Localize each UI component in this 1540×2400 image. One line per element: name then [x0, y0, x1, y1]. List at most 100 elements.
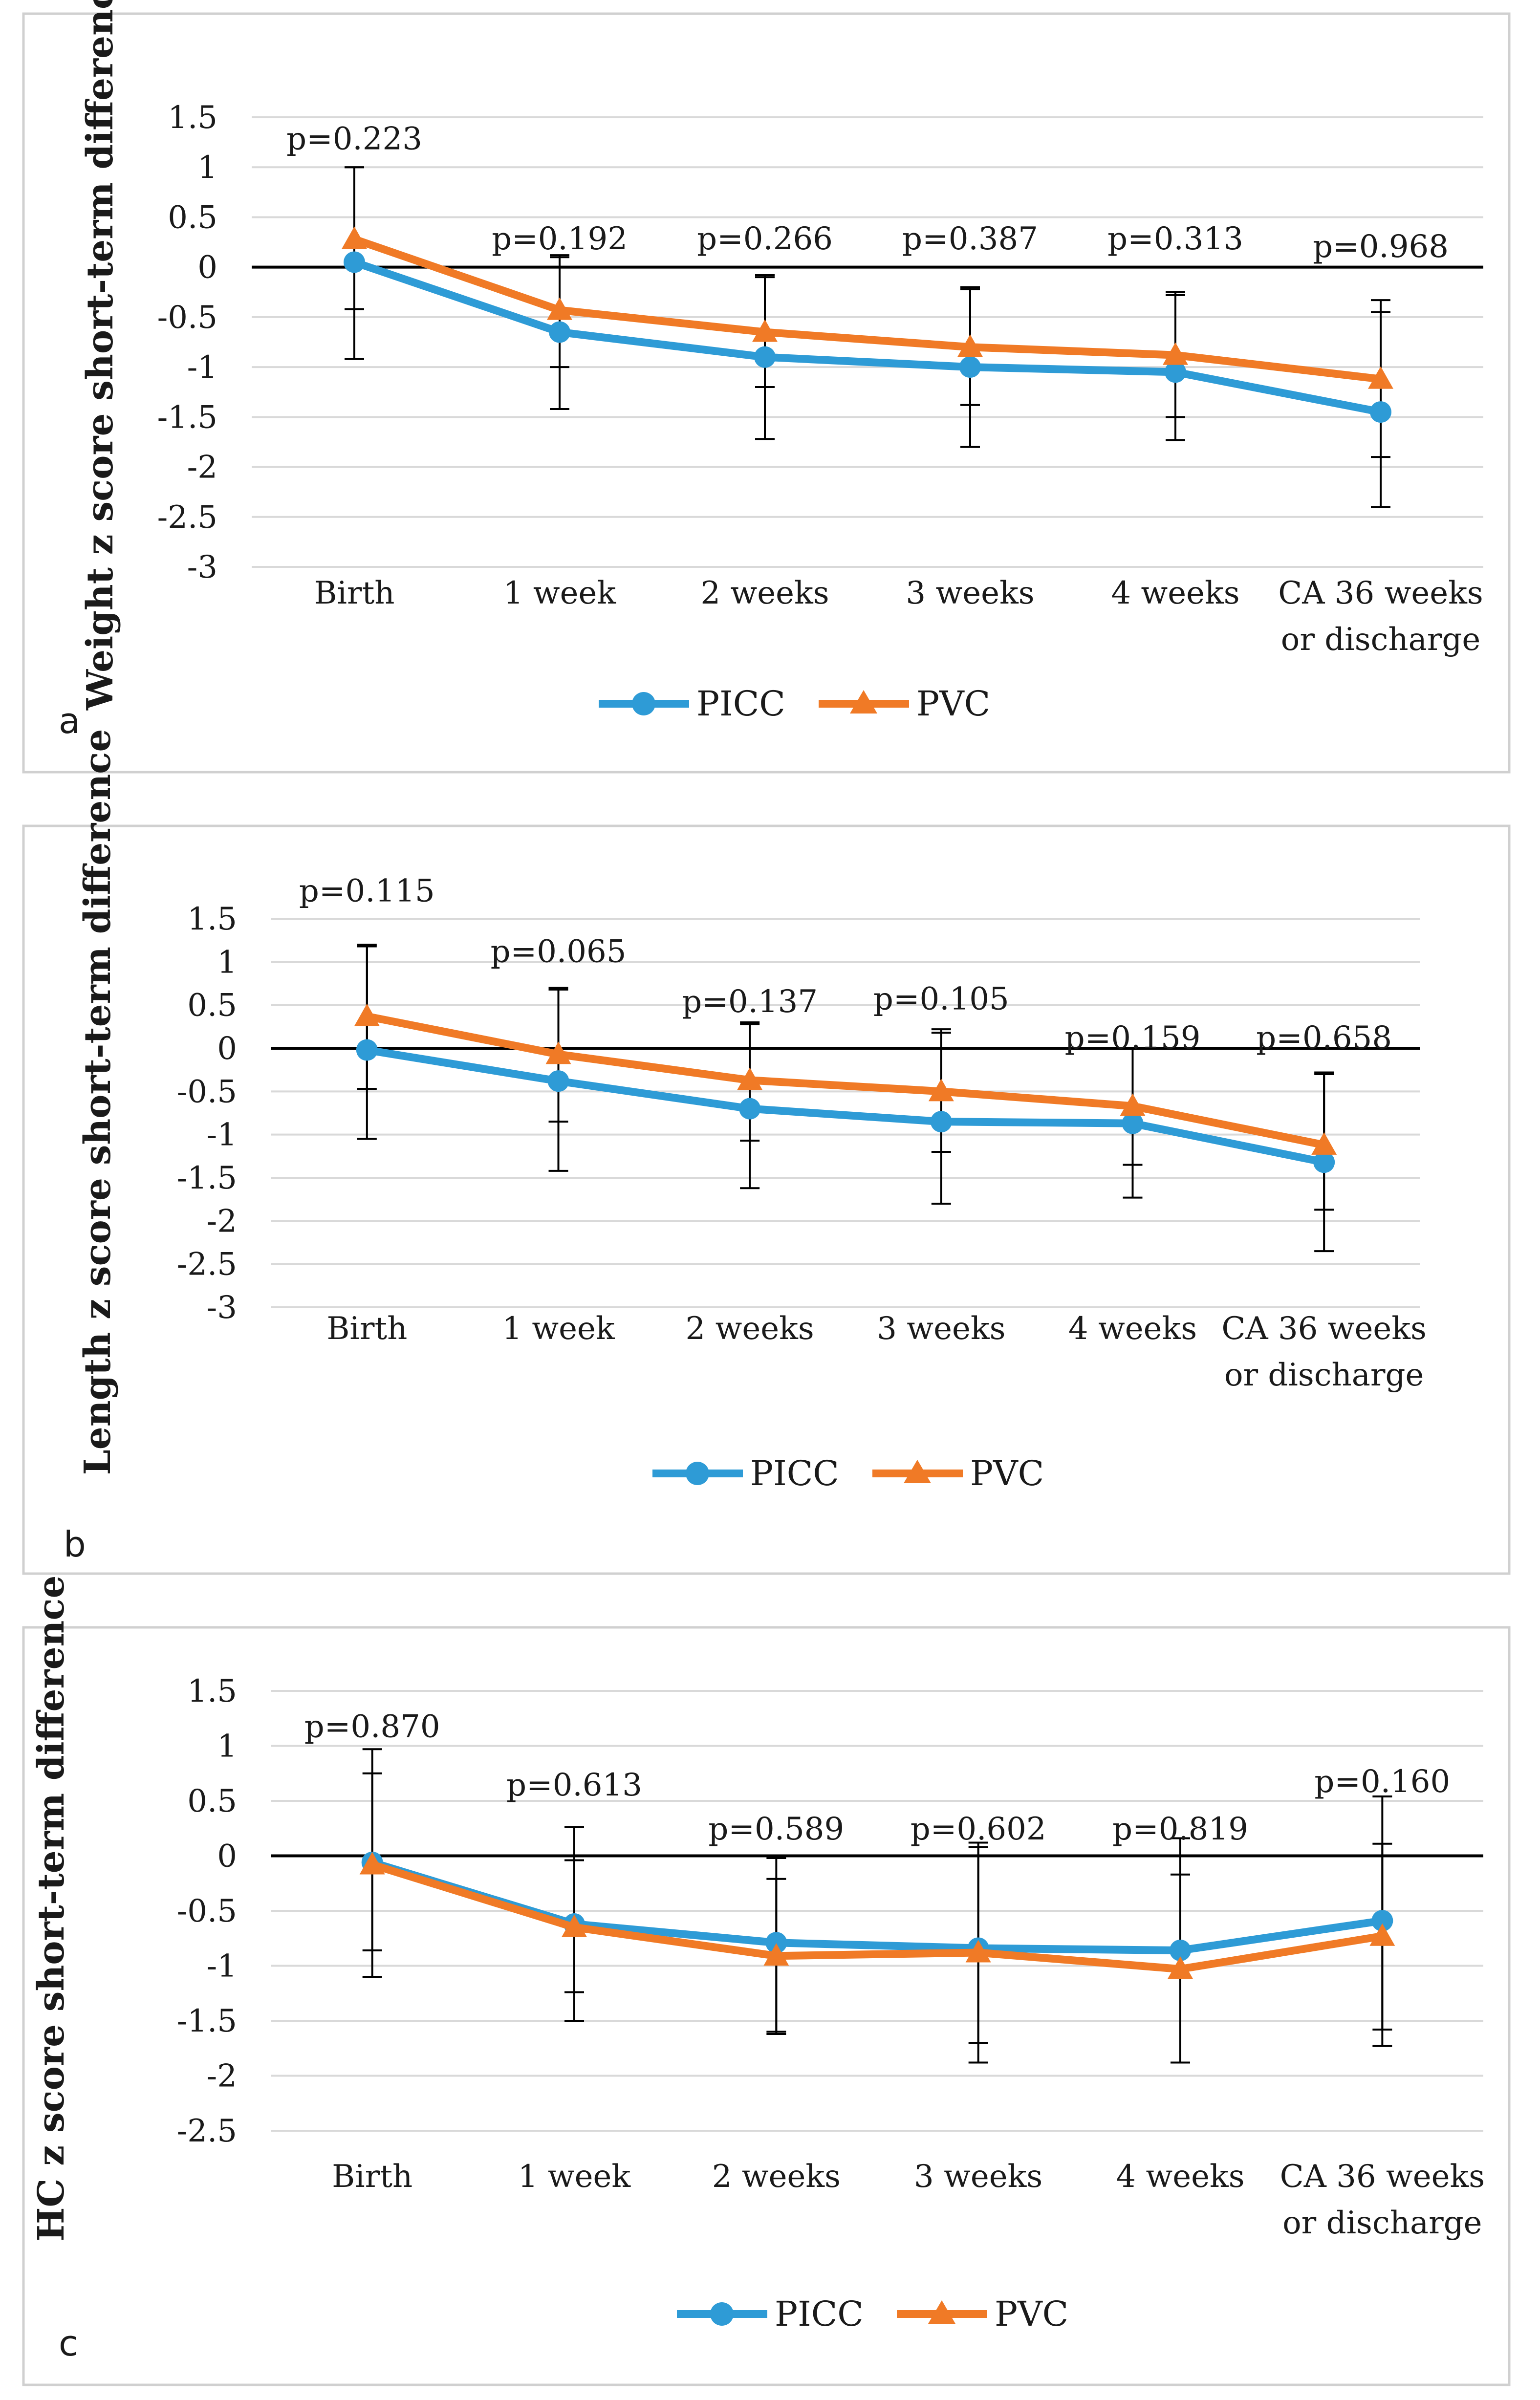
data-point-pvc: [359, 1852, 385, 1875]
x-tick-label: 3 weeks: [877, 1311, 1005, 1347]
y-tick-label: -2.5: [177, 1247, 237, 1283]
data-point-picc: [1122, 1112, 1144, 1134]
y-axis-label: HC z score short-term difference: [30, 1576, 72, 2242]
data-point-picc: [1170, 1940, 1191, 1961]
data-point-picc: [739, 1098, 761, 1120]
p-value-label: p=0.160: [1314, 1764, 1450, 1800]
p-value-label: p=0.115: [299, 873, 435, 909]
data-point-pvc: [737, 1067, 763, 1090]
x-tick-label: 1 week: [502, 1311, 615, 1347]
p-value-label: p=0.223: [286, 121, 422, 157]
data-point-pvc: [752, 319, 778, 342]
data-point-picc: [356, 1039, 378, 1061]
y-tick-label: -2: [207, 1203, 237, 1239]
y-tick-label: -2.5: [157, 499, 217, 536]
panel-label: b: [64, 1524, 86, 1565]
y-tick-label: -0.5: [157, 300, 217, 336]
legend-label-pvc: PVC: [995, 2294, 1068, 2334]
data-point-pvc: [342, 226, 367, 249]
y-tick-label: -0.5: [177, 1893, 237, 1929]
p-value-label: p=0.870: [304, 1709, 440, 1745]
y-tick-label: -1: [207, 1117, 237, 1153]
x-tick-label: 2 weeks: [712, 2159, 841, 2195]
data-point-pvc: [763, 1943, 789, 1966]
data-point-pvc: [562, 1914, 587, 1937]
data-point-picc: [1370, 401, 1391, 423]
series-line-pvc: [371, 1860, 1383, 1973]
x-tick-label: 1 week: [518, 2159, 631, 2195]
p-value-label: p=0.266: [697, 221, 833, 257]
legend: PICC PVC: [599, 684, 990, 724]
y-tick-label: 1.5: [187, 1673, 237, 1709]
y-axis-label: Length z score short-term difference: [77, 729, 119, 1475]
data-point-picc: [549, 321, 570, 343]
p-value-label: p=0.137: [682, 984, 818, 1020]
legend-marker-pvc: [850, 690, 877, 714]
data-point-pvc: [1163, 342, 1188, 365]
legend-label-picc: PICC: [750, 1453, 839, 1493]
panel-frame: [22, 12, 1511, 774]
panel-label: c: [59, 2323, 78, 2364]
chart-panel-b: 1.5 1 0.5 0 -0.5 -1 -1.5 -2 -2.5 -3 Length z score…: [22, 729, 1511, 1575]
data-point-picc: [547, 1070, 569, 1092]
data-point-pvc: [545, 1041, 571, 1064]
data-point-picc: [765, 1932, 787, 1954]
data-point-pvc: [928, 1079, 954, 1102]
series-line-picc: [353, 258, 1382, 416]
x-tick-label: 4 weeks: [1068, 1311, 1197, 1347]
p-value-label: p=0.658: [1256, 1020, 1392, 1056]
legend-label-pvc: PVC: [970, 1453, 1044, 1493]
p-value-label: p=0.159: [1065, 1020, 1201, 1056]
p-value-label: p=0.192: [492, 221, 628, 257]
x-tick-label: 4 weeks: [1111, 575, 1239, 611]
y-tick-label: 0: [217, 1031, 237, 1067]
y-tick-label: 1: [217, 1729, 237, 1765]
data-point-picc: [959, 356, 981, 378]
y-tick-label: -0.5: [177, 1074, 237, 1110]
x-tick-label: CA 36 weeks or discharge: [1278, 575, 1483, 658]
y-tick-label: -3: [187, 549, 217, 585]
y-tick-label: -3: [207, 1290, 237, 1326]
data-point-picc: [930, 1111, 952, 1133]
legend-marker-picc: [632, 692, 655, 715]
legend-label-pvc: PVC: [916, 684, 990, 724]
x-tick-label: 3 weeks: [906, 575, 1034, 611]
data-point-pvc: [547, 297, 572, 320]
data-point-pvc: [354, 1003, 380, 1026]
y-tick-label: 0.5: [187, 1783, 237, 1819]
x-tick-label: 2 weeks: [700, 575, 829, 611]
data-point-picc: [344, 251, 365, 273]
y-tick-label: -1.5: [177, 1160, 237, 1196]
data-point-pvc: [1369, 1923, 1395, 1946]
legend-label-picc: PICC: [775, 2294, 864, 2334]
panel-frame: [22, 1626, 1511, 2386]
panel-label: a: [59, 700, 80, 741]
y-tick-label: -2: [207, 2058, 237, 2095]
data-point-pvc: [965, 1940, 991, 1963]
x-tick-label: 4 weeks: [1116, 2159, 1244, 2195]
y-tick-label: 1.5: [187, 901, 237, 937]
y-tick-label: -2.5: [177, 2113, 237, 2149]
y-tick-label: -1.5: [157, 399, 217, 435]
chart-panel-a: 1.5 1 0.5 0 -0.5 -1 -1.5 -2 -2.5 -3 Weight z score…: [22, 0, 1511, 774]
data-point-picc: [754, 346, 776, 368]
y-tick-label: 0: [197, 250, 217, 286]
y-tick-label: 1: [217, 944, 237, 980]
p-value-label: p=0.589: [708, 1811, 844, 1847]
p-value-label: p=0.105: [873, 981, 1009, 1017]
data-point-pvc: [1120, 1093, 1146, 1116]
p-value-label: p=0.602: [911, 1811, 1046, 1847]
legend-marker-pvc: [928, 2300, 955, 2324]
p-value-label: p=0.387: [902, 221, 1038, 257]
y-tick-label: -1: [207, 1948, 237, 1985]
panel-frame: [22, 824, 1511, 1575]
x-tick-label: Birth: [332, 2159, 412, 2195]
series-line-pvc: [366, 1012, 1325, 1149]
data-point-picc: [1165, 361, 1186, 383]
x-tick-label: CA 36 weeks or discharge: [1221, 1311, 1426, 1393]
x-tick-label: 2 weeks: [686, 1311, 814, 1347]
legend-label-picc: PICC: [696, 684, 785, 724]
p-value-label: p=0.819: [1112, 1811, 1248, 1847]
data-point-pvc: [1168, 1956, 1193, 1979]
y-tick-label: -2: [187, 450, 217, 486]
